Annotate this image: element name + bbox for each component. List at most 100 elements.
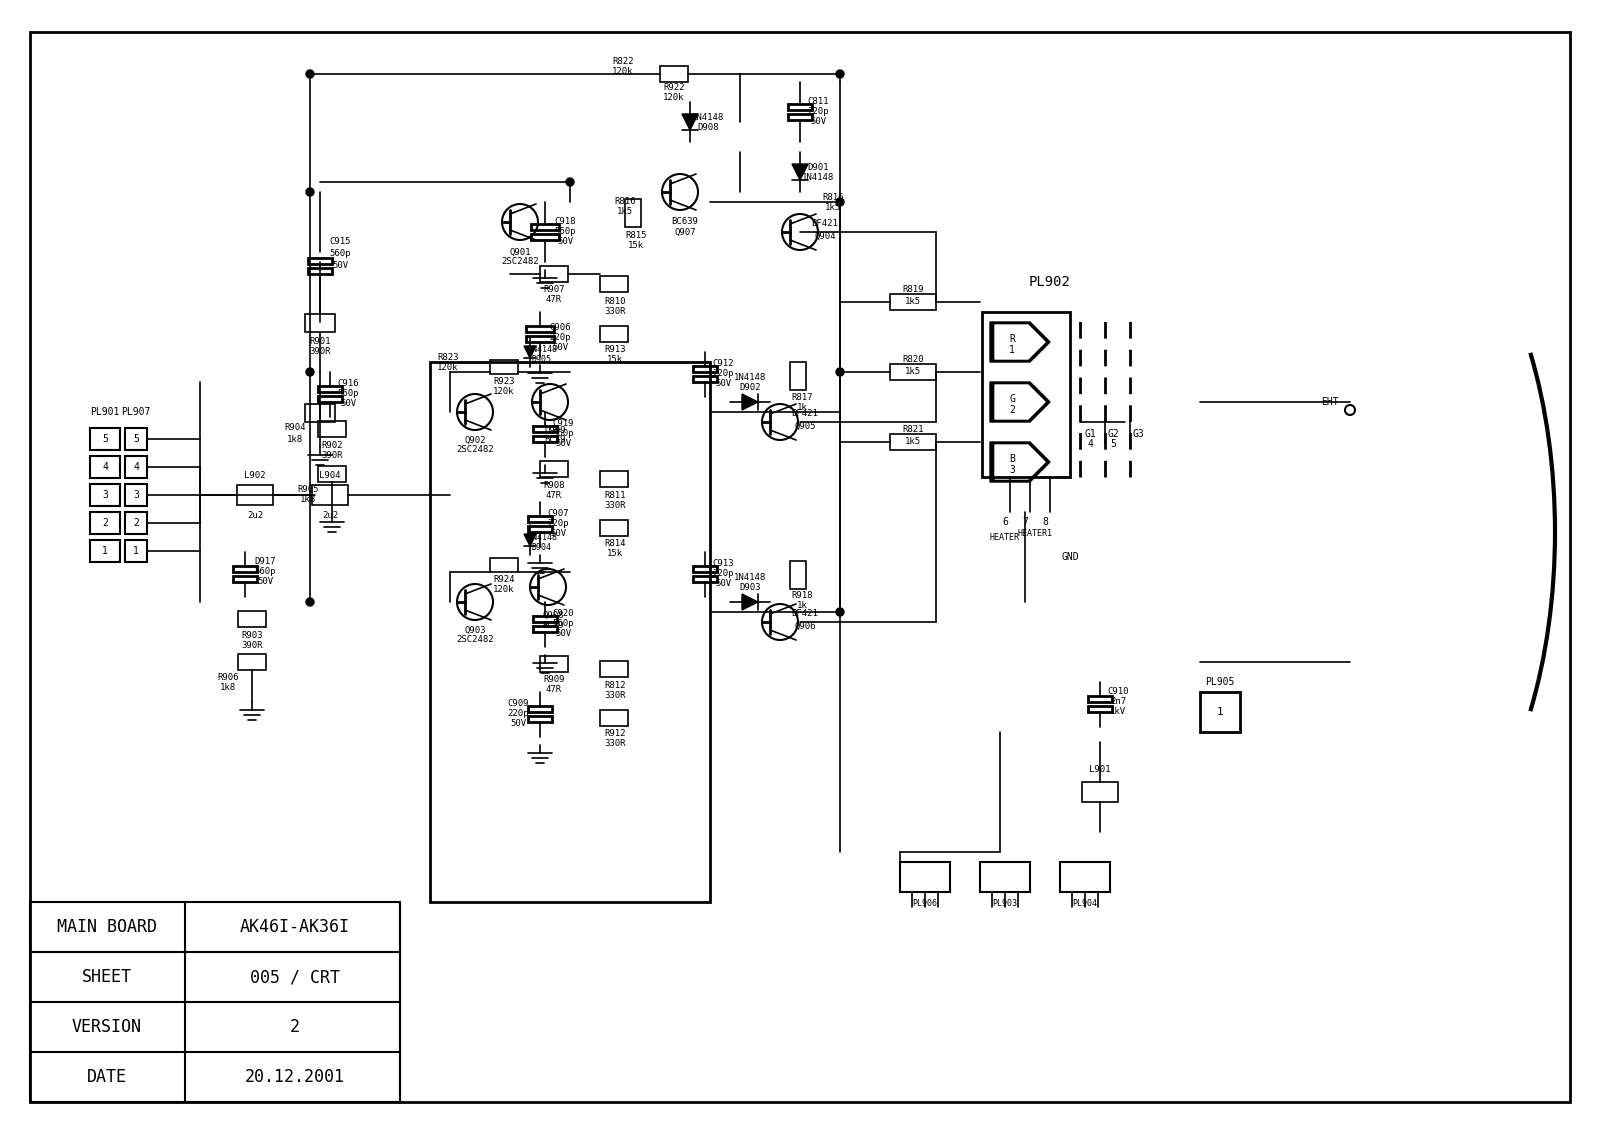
Text: 390R: 390R <box>322 451 342 460</box>
Text: 8: 8 <box>1042 517 1048 528</box>
Bar <box>234 576 258 582</box>
Text: 47R: 47R <box>546 295 562 305</box>
Text: G1: G1 <box>1085 429 1096 439</box>
Text: DATE: DATE <box>86 1067 126 1086</box>
Text: R814: R814 <box>605 540 626 549</box>
Text: Q904: Q904 <box>814 232 835 240</box>
Circle shape <box>835 70 845 78</box>
Text: 2u2: 2u2 <box>322 511 338 520</box>
Text: 50V: 50V <box>550 530 566 539</box>
Text: D901: D901 <box>808 163 829 172</box>
Text: C910: C910 <box>1107 687 1128 696</box>
Text: 120k: 120k <box>493 387 515 396</box>
Text: BC39: BC39 <box>542 620 563 629</box>
Text: 1k: 1k <box>797 601 808 610</box>
Text: 2SC2482: 2SC2482 <box>456 635 494 644</box>
Text: C916: C916 <box>338 379 358 388</box>
Bar <box>541 657 568 672</box>
Circle shape <box>835 368 845 376</box>
Text: HEATER1: HEATER1 <box>1018 530 1053 539</box>
Text: 50V: 50V <box>715 580 731 589</box>
Bar <box>533 626 557 632</box>
Bar <box>890 294 936 310</box>
Text: 1k8: 1k8 <box>286 435 302 444</box>
Text: BF421: BF421 <box>792 609 819 618</box>
Bar <box>693 366 717 372</box>
Text: R821: R821 <box>902 426 923 435</box>
Bar <box>528 706 552 712</box>
Text: G3: G3 <box>1133 429 1144 439</box>
Bar <box>1088 696 1112 702</box>
Bar <box>528 516 552 522</box>
Text: 2: 2 <box>1010 405 1014 415</box>
Text: G: G <box>1010 394 1014 404</box>
Text: R902: R902 <box>322 440 342 449</box>
Text: 220p: 220p <box>547 520 568 529</box>
Polygon shape <box>995 325 1045 359</box>
Polygon shape <box>990 441 1050 482</box>
Text: 560p: 560p <box>254 567 275 576</box>
Text: PL906: PL906 <box>912 900 938 909</box>
Text: BF421: BF421 <box>811 220 838 229</box>
Text: 560p: 560p <box>330 249 350 258</box>
Polygon shape <box>742 594 758 610</box>
Bar <box>541 461 568 477</box>
Bar <box>30 902 400 1101</box>
Bar <box>979 861 1030 892</box>
Text: 15k: 15k <box>606 549 622 558</box>
Text: 1: 1 <box>1010 345 1014 355</box>
Text: 560p: 560p <box>552 619 574 628</box>
Text: PL903: PL903 <box>992 900 1018 909</box>
Text: Q901: Q901 <box>509 248 531 257</box>
Bar <box>307 268 333 274</box>
Text: 1N4148: 1N4148 <box>734 372 766 381</box>
Text: AK46I-AK36I: AK46I-AK36I <box>240 918 350 936</box>
Text: Q903: Q903 <box>464 626 486 635</box>
Text: R820: R820 <box>902 355 923 365</box>
Text: GND: GND <box>1061 552 1078 561</box>
Bar <box>318 421 346 437</box>
Bar <box>90 484 120 506</box>
Text: R815: R815 <box>626 231 646 240</box>
Text: R823: R823 <box>437 352 459 361</box>
Bar <box>526 326 554 332</box>
Text: 4: 4 <box>1086 439 1093 449</box>
Text: C919: C919 <box>552 420 574 429</box>
Bar <box>528 717 552 722</box>
Text: R: R <box>1010 334 1014 344</box>
Text: R912: R912 <box>605 729 626 738</box>
Polygon shape <box>792 164 808 180</box>
Text: 3: 3 <box>1010 465 1014 475</box>
Circle shape <box>306 188 314 196</box>
Text: L904: L904 <box>320 471 341 480</box>
Bar <box>318 386 342 392</box>
Bar <box>600 471 627 487</box>
Bar <box>318 466 346 482</box>
Text: C918: C918 <box>554 217 576 226</box>
Text: 4: 4 <box>133 462 139 472</box>
Text: 1k5: 1k5 <box>906 437 922 446</box>
Text: 330R: 330R <box>605 308 626 317</box>
Text: 2u2: 2u2 <box>246 511 262 520</box>
Text: HEATER: HEATER <box>990 532 1021 541</box>
Text: 50V: 50V <box>339 400 357 409</box>
Text: R816: R816 <box>822 192 843 201</box>
Text: 120k: 120k <box>664 93 685 102</box>
Text: SHEET: SHEET <box>82 968 131 986</box>
Text: Q906: Q906 <box>794 621 816 631</box>
Text: 220p: 220p <box>712 569 734 578</box>
Bar <box>890 365 936 380</box>
Polygon shape <box>525 346 536 358</box>
Polygon shape <box>995 385 1045 419</box>
Text: R822: R822 <box>613 58 634 67</box>
Text: 15k: 15k <box>606 355 622 365</box>
Text: 6: 6 <box>1002 517 1008 528</box>
Bar <box>1200 692 1240 732</box>
Bar <box>490 558 518 572</box>
Text: MAIN BOARD: MAIN BOARD <box>58 918 157 936</box>
Bar <box>787 114 813 120</box>
Polygon shape <box>995 445 1045 479</box>
Text: R811: R811 <box>605 490 626 499</box>
Bar <box>533 426 557 432</box>
Text: B: B <box>1010 454 1014 464</box>
